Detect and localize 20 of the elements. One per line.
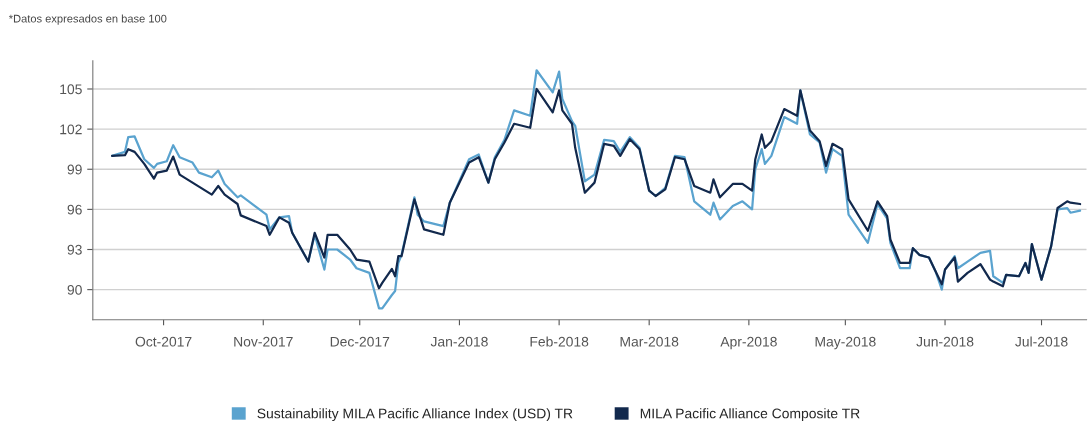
- x-tick-label: Jan-2018: [430, 336, 488, 347]
- x-tick-label: Apr-2018: [720, 336, 777, 350]
- x-tick-label: Oct-2017: [135, 336, 192, 347]
- x-tick-label: Nov-2017: [234, 336, 293, 347]
- x-tick-label: Dec-2017: [330, 336, 390, 347]
- legend-label: Sustainability MILA Pacific Alliance Index (USD) TR: [257, 408, 573, 422]
- x-tick-label: Jul-2018: [1015, 336, 1068, 347]
- x-tick-label: May-2018: [815, 336, 876, 350]
- y-tick-label: 102: [60, 124, 82, 135]
- x-tick-label: Jun-2018: [916, 336, 974, 347]
- y-tick-label: 96: [67, 204, 82, 215]
- legend-label: MILA Pacific Alliance Composite TR: [640, 408, 860, 422]
- y-tick-label: 99: [67, 164, 82, 175]
- x-tick-label: Mar-2018: [620, 336, 679, 347]
- y-tick-label: 90: [67, 284, 82, 295]
- x-tick-label: Feb-2018: [530, 336, 589, 347]
- y-tick-label: 93: [67, 244, 82, 255]
- line-series: [111, 87, 1082, 290]
- text: *Datos expresados en base 100: [8, 14, 167, 25]
- y-tick-label: 105: [60, 84, 82, 95]
